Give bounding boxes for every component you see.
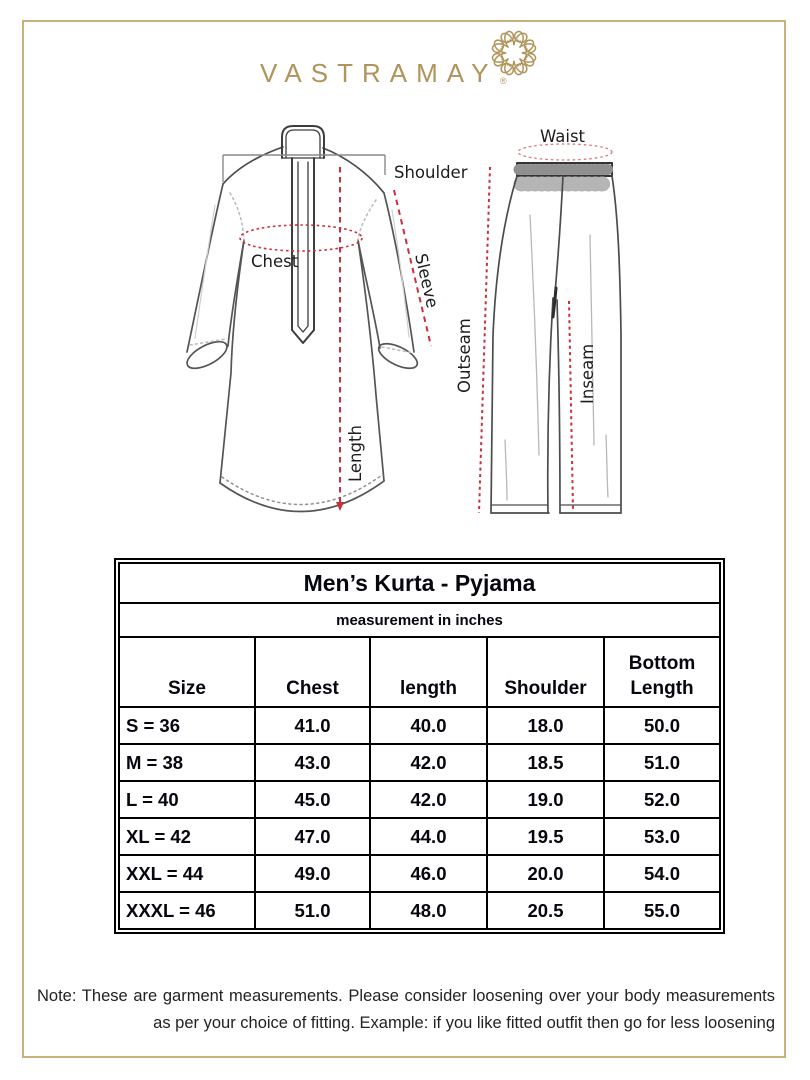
bottom-length-cell: 55.0 <box>603 891 721 930</box>
size-cell: XXXL = 46 <box>118 891 256 930</box>
size-table: Men’s Kurta - Pyjama measurement in inch… <box>118 562 721 930</box>
bottom-length-cell: 53.0 <box>603 817 721 856</box>
measurement-diagram: Shoulder Chest Sleeve Length <box>186 125 622 514</box>
length-cell: 48.0 <box>369 891 488 930</box>
measurement-note: Note: These are garment measurements. Pl… <box>37 986 775 1032</box>
length-cell: 46.0 <box>369 854 488 893</box>
bottom-length-cell: 51.0 <box>603 743 721 782</box>
size-cell: S = 36 <box>118 706 256 745</box>
waist-label: Waist <box>540 127 586 146</box>
chest-label: Chest <box>251 252 299 271</box>
table-row: XXL = 44 49.0 46.0 20.0 54.0 <box>118 854 721 893</box>
column-header-size: Size <box>118 636 256 708</box>
size-cell: M = 38 <box>118 743 256 782</box>
size-table-container: Men’s Kurta - Pyjama measurement in inch… <box>114 558 725 934</box>
shoulder-cell: 19.0 <box>486 780 605 819</box>
shoulder-cell: 18.0 <box>486 706 605 745</box>
table-row: XXXL = 46 51.0 48.0 20.5 55.0 <box>118 891 721 930</box>
table-subtitle: measurement in inches <box>118 602 721 638</box>
table-row: S = 36 41.0 40.0 18.0 50.0 <box>118 706 721 745</box>
shoulder-cell: 18.5 <box>486 743 605 782</box>
table-subtitle-row: measurement in inches <box>118 602 721 638</box>
bottom-length-cell: 52.0 <box>603 780 721 819</box>
gold-border-frame <box>22 20 786 1058</box>
size-cell: XL = 42 <box>118 817 256 856</box>
column-header-bottom-length: Bottom Length <box>603 636 721 708</box>
length-label: Length <box>346 425 365 482</box>
bottom-length-cell: 50.0 <box>603 706 721 745</box>
bottom-length-cell: 54.0 <box>603 854 721 893</box>
chest-cell: 45.0 <box>254 780 371 819</box>
size-cell: L = 40 <box>118 780 256 819</box>
length-cell: 42.0 <box>369 743 488 782</box>
shoulder-cell: 19.5 <box>486 817 605 856</box>
shoulder-cell: 20.0 <box>486 854 605 893</box>
inseam-label: Inseam <box>578 344 597 404</box>
column-header-chest: Chest <box>254 636 371 708</box>
table-title-row: Men’s Kurta - Pyjama <box>118 562 721 604</box>
size-cell: XXL = 44 <box>118 854 256 893</box>
pyjama-drawing <box>490 162 622 514</box>
table-row: M = 38 43.0 42.0 18.5 51.0 <box>118 743 721 782</box>
column-header-shoulder: Shoulder <box>486 636 605 708</box>
chest-cell: 43.0 <box>254 743 371 782</box>
chest-cell: 51.0 <box>254 891 371 930</box>
table-header-row: Size Chest length Shoulder Bottom Length <box>118 636 721 708</box>
column-header-length: length <box>369 636 488 708</box>
length-cell: 44.0 <box>369 817 488 856</box>
table-row: L = 40 45.0 42.0 19.0 52.0 <box>118 780 721 819</box>
registered-trademark-symbol: ® <box>500 76 507 86</box>
outseam-label: Outseam <box>455 318 474 393</box>
table-row: XL = 42 47.0 44.0 19.5 53.0 <box>118 817 721 856</box>
pyjama-measure-lines <box>478 143 613 514</box>
kurta-measure-lines <box>222 154 432 511</box>
length-cell: 42.0 <box>369 780 488 819</box>
table-title: Men’s Kurta - Pyjama <box>118 562 721 604</box>
shoulder-cell: 20.5 <box>486 891 605 930</box>
chest-cell: 41.0 <box>254 706 371 745</box>
chest-cell: 47.0 <box>254 817 371 856</box>
brand-logo-text: VASTRAMAY <box>260 58 498 88</box>
kurta-drawing <box>186 125 419 513</box>
shoulder-label: Shoulder <box>394 163 468 182</box>
chest-cell: 49.0 <box>254 854 371 893</box>
length-cell: 40.0 <box>369 706 488 745</box>
flower-ornament-icon <box>490 29 538 77</box>
